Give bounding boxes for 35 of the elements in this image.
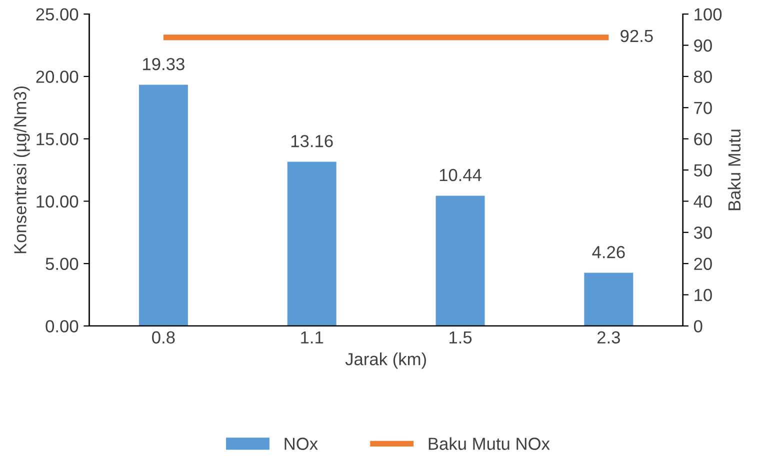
y-tick-label: 20.00 bbox=[36, 70, 78, 83]
y2-tick-label: 30 bbox=[694, 226, 712, 239]
y2-tick-label: 0 bbox=[694, 320, 702, 332]
bar bbox=[436, 196, 485, 326]
data-label: 13.16 bbox=[291, 134, 333, 148]
data-label: 92.5 bbox=[620, 30, 653, 42]
x-tick-label: 1.1 bbox=[301, 331, 324, 344]
legend-label: NOx bbox=[284, 438, 318, 450]
y2-tick-label: 80 bbox=[694, 70, 712, 83]
y2-axis-title: Baku Mutu bbox=[728, 130, 741, 210]
y-tick-label: 0.00 bbox=[46, 320, 78, 332]
y2-tick-label: 100 bbox=[694, 8, 722, 21]
y-tick-label: 15.00 bbox=[36, 132, 78, 146]
data-label: 4.26 bbox=[592, 246, 625, 258]
y2-tick-label: 50 bbox=[694, 164, 712, 176]
bar bbox=[287, 162, 336, 326]
x-axis-title: Jarak (km) bbox=[345, 352, 426, 369]
y-tick-label: 10.00 bbox=[36, 195, 78, 208]
x-tick-label: 0.8 bbox=[152, 331, 175, 344]
y2-tick-label: 90 bbox=[694, 39, 712, 52]
legend-label: Baku Mutu NOx bbox=[428, 437, 550, 450]
y2-tick-label: 40 bbox=[694, 195, 712, 208]
x-tick-label: 1.5 bbox=[450, 331, 472, 344]
data-label: 19.33 bbox=[143, 58, 184, 70]
bar bbox=[138, 84, 188, 326]
y2-tick-label: 10 bbox=[694, 288, 712, 302]
y-tick-label: 25.00 bbox=[36, 8, 78, 21]
y2-tick-label: 60 bbox=[694, 132, 712, 146]
y-axis-title: Konsentrasi (µg/Nm3) bbox=[14, 86, 30, 254]
x-tick-label: 2.3 bbox=[597, 331, 620, 344]
y2-tick-label: 70 bbox=[694, 102, 712, 114]
y2-tick-label: 20 bbox=[694, 258, 712, 270]
data-label: 10.44 bbox=[440, 168, 482, 182]
y-tick-label: 5.00 bbox=[46, 258, 78, 270]
bar bbox=[584, 272, 634, 326]
